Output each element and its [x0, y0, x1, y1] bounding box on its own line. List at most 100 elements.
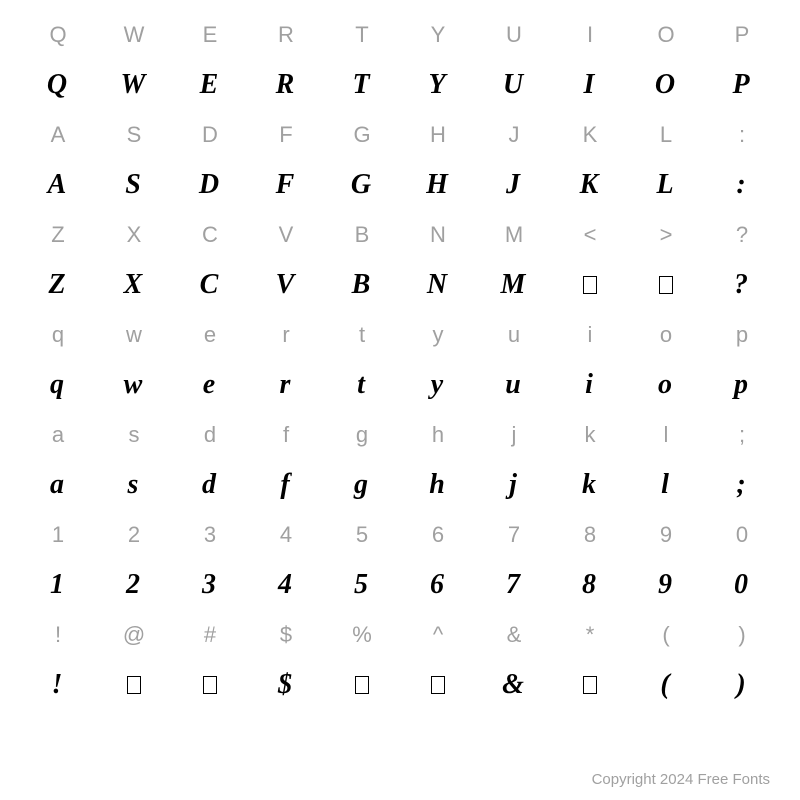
label-cell: V — [248, 210, 324, 260]
label-cell: > — [628, 210, 704, 260]
label-cell: 2 — [96, 510, 172, 560]
label-cell: R — [248, 10, 324, 60]
label-cell: s — [96, 410, 172, 460]
label-cell: i — [552, 310, 628, 360]
display-cell: K — [552, 160, 628, 210]
display-cell — [552, 260, 628, 310]
display-cell: 5 — [324, 560, 400, 610]
display-cell: N — [400, 260, 476, 310]
label-cell: & — [476, 610, 552, 660]
display-cell: 0 — [704, 560, 780, 610]
display-cell: A — [20, 160, 96, 210]
label-cell: F — [248, 110, 324, 160]
display-cell: D — [172, 160, 248, 210]
label-cell: 5 — [324, 510, 400, 560]
display-cell: 4 — [248, 560, 324, 610]
label-cell: X — [96, 210, 172, 260]
display-cell: Z — [20, 260, 96, 310]
label-cell: w — [96, 310, 172, 360]
missing-glyph-icon — [203, 676, 217, 694]
label-cell: @ — [96, 610, 172, 660]
missing-glyph-icon — [583, 276, 597, 294]
display-cell: M — [476, 260, 552, 310]
label-cell: 8 — [552, 510, 628, 560]
label-cell: S — [96, 110, 172, 160]
label-cell: J — [476, 110, 552, 160]
display-cell: : — [704, 160, 780, 210]
label-cell: D — [172, 110, 248, 160]
label-cell: U — [476, 10, 552, 60]
label-cell: T — [324, 10, 400, 60]
display-cell: Q — [20, 60, 96, 110]
display-cell: 1 — [20, 560, 96, 610]
label-cell: p — [704, 310, 780, 360]
label-cell: 3 — [172, 510, 248, 560]
display-cell: s — [96, 460, 172, 510]
label-cell: E — [172, 10, 248, 60]
display-cell: ? — [704, 260, 780, 310]
display-cell: q — [20, 360, 96, 410]
display-cell: y — [400, 360, 476, 410]
display-cell: ; — [704, 460, 780, 510]
display-cell: & — [476, 660, 552, 710]
display-cell: k — [552, 460, 628, 510]
label-cell: N — [400, 210, 476, 260]
display-cell: V — [248, 260, 324, 310]
display-cell: U — [476, 60, 552, 110]
display-cell: E — [172, 60, 248, 110]
display-cell: W — [96, 60, 172, 110]
label-cell: t — [324, 310, 400, 360]
display-cell: ) — [704, 660, 780, 710]
label-cell: * — [552, 610, 628, 660]
label-cell: M — [476, 210, 552, 260]
label-cell: r — [248, 310, 324, 360]
label-cell: $ — [248, 610, 324, 660]
display-cell: G — [324, 160, 400, 210]
display-cell: 3 — [172, 560, 248, 610]
missing-glyph-icon — [431, 676, 445, 694]
display-cell: w — [96, 360, 172, 410]
label-cell: d — [172, 410, 248, 460]
label-cell: f — [248, 410, 324, 460]
display-cell: 6 — [400, 560, 476, 610]
label-cell: o — [628, 310, 704, 360]
label-cell: l — [628, 410, 704, 460]
label-cell: W — [96, 10, 172, 60]
missing-glyph-icon — [583, 676, 597, 694]
label-cell: K — [552, 110, 628, 160]
label-cell: G — [324, 110, 400, 160]
label-cell: j — [476, 410, 552, 460]
label-cell: Y — [400, 10, 476, 60]
label-cell: C — [172, 210, 248, 260]
label-cell: u — [476, 310, 552, 360]
label-cell: g — [324, 410, 400, 460]
label-cell: Q — [20, 10, 96, 60]
display-cell: 7 — [476, 560, 552, 610]
display-cell: f — [248, 460, 324, 510]
missing-glyph-icon — [127, 676, 141, 694]
display-cell: l — [628, 460, 704, 510]
display-cell: Y — [400, 60, 476, 110]
display-cell: g — [324, 460, 400, 510]
missing-glyph-icon — [659, 276, 673, 294]
display-cell: F — [248, 160, 324, 210]
display-cell: X — [96, 260, 172, 310]
display-cell: $ — [248, 660, 324, 710]
display-cell: j — [476, 460, 552, 510]
label-cell: Z — [20, 210, 96, 260]
display-cell — [552, 660, 628, 710]
display-cell: ! — [20, 660, 96, 710]
display-cell: C — [172, 260, 248, 310]
label-cell: H — [400, 110, 476, 160]
display-cell: p — [704, 360, 780, 410]
label-cell: B — [324, 210, 400, 260]
label-cell: 4 — [248, 510, 324, 560]
label-cell: O — [628, 10, 704, 60]
display-cell: J — [476, 160, 552, 210]
display-cell: u — [476, 360, 552, 410]
display-cell: e — [172, 360, 248, 410]
display-cell: I — [552, 60, 628, 110]
label-cell: 1 — [20, 510, 96, 560]
label-cell: ( — [628, 610, 704, 660]
label-cell: A — [20, 110, 96, 160]
